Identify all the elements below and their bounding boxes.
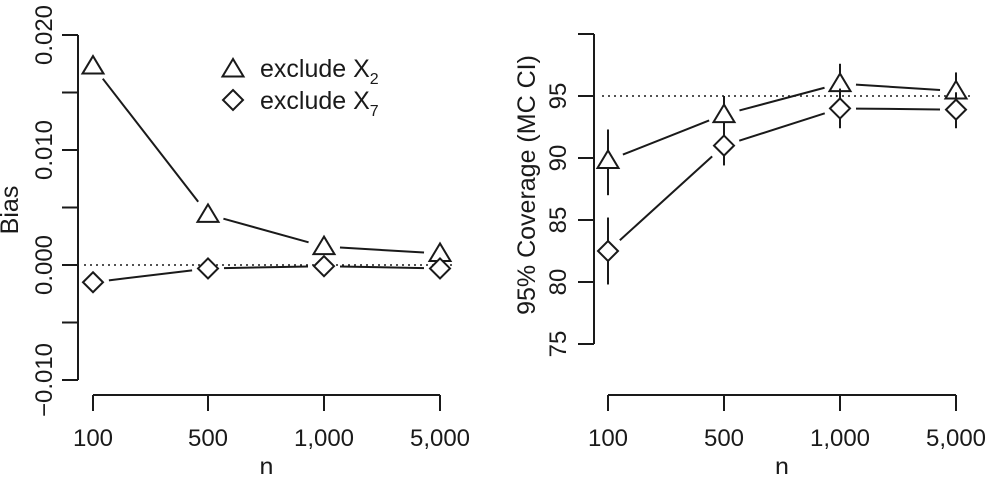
x-tick-label: 5,000 [926,425,986,452]
x-tick-label: 500 [188,425,228,452]
diamond-marker [596,239,620,263]
y-tick-label: 75 [545,331,572,358]
series-line [223,265,309,270]
x-tick-label: 100 [588,425,628,452]
triangle-marker [711,102,737,124]
triangle-marker [595,148,621,169]
series-line [855,107,941,111]
diamond-marker [944,98,968,122]
diamond-marker [221,88,245,112]
x-tick-label: 5,000 [410,425,470,452]
series-line [223,217,309,244]
y-tick-label: 90 [545,145,572,172]
diamond-marker [312,254,336,278]
x-tick-label: 500 [704,425,744,452]
series-line [738,112,826,142]
diamond-marker [81,270,105,294]
series-line [102,78,199,203]
y-axis-title: 95% Coverage (MC CI) [513,55,541,315]
diamond-marker [428,257,452,280]
bias-chart: −0.010 0.000 0.010 0.020 Bias 100 500 1,000 5,00… [0,5,470,479]
triangle-marker [827,71,853,93]
legend-label: exclude X2 [260,55,379,88]
series-triangle [595,63,969,196]
legend-subscript: 7 [370,103,379,120]
legend-subscript: 2 [370,71,379,88]
y-tick-label: 95 [545,83,572,110]
legend-label-text: exclude X [260,87,370,115]
legend-entry: exclude X7 [221,87,379,120]
y-tick-label: 0.010 [31,120,58,180]
triangle-marker [195,202,221,223]
series-diamond [596,88,968,285]
triangle-marker [311,234,337,256]
y-tick-label: 80 [545,269,572,296]
series-line [739,86,825,112]
legend-label: exclude X7 [260,87,379,120]
y-tick-label: 85 [545,207,572,234]
series-line [108,269,193,282]
x-axis-title: n [775,453,789,474]
series-line [855,83,941,92]
series-line [339,246,425,254]
series-line [339,265,425,270]
x-tick-label: 100 [73,425,113,452]
diamond-marker [196,257,220,280]
y-tick-label: −0.010 [31,343,58,417]
series-triangle [80,54,453,262]
triangle-marker [80,54,106,75]
x-axis-title: n [260,453,274,474]
y-axis-title: Bias [0,186,24,235]
diamond-marker [712,134,736,158]
legend-label-text: exclude X [260,55,370,83]
x-tick-label: 1,000 [294,425,354,452]
series-line [619,155,713,241]
y-tick-label: 0.000 [31,235,58,295]
legend-entry: exclude X2 [220,55,379,88]
diamond-marker [828,96,852,120]
x-tick-label: 1,000 [810,425,870,452]
triangle-marker [220,57,246,78]
series-diamond [81,254,452,294]
series-line [622,119,710,156]
y-tick-label: 0.020 [31,5,58,65]
